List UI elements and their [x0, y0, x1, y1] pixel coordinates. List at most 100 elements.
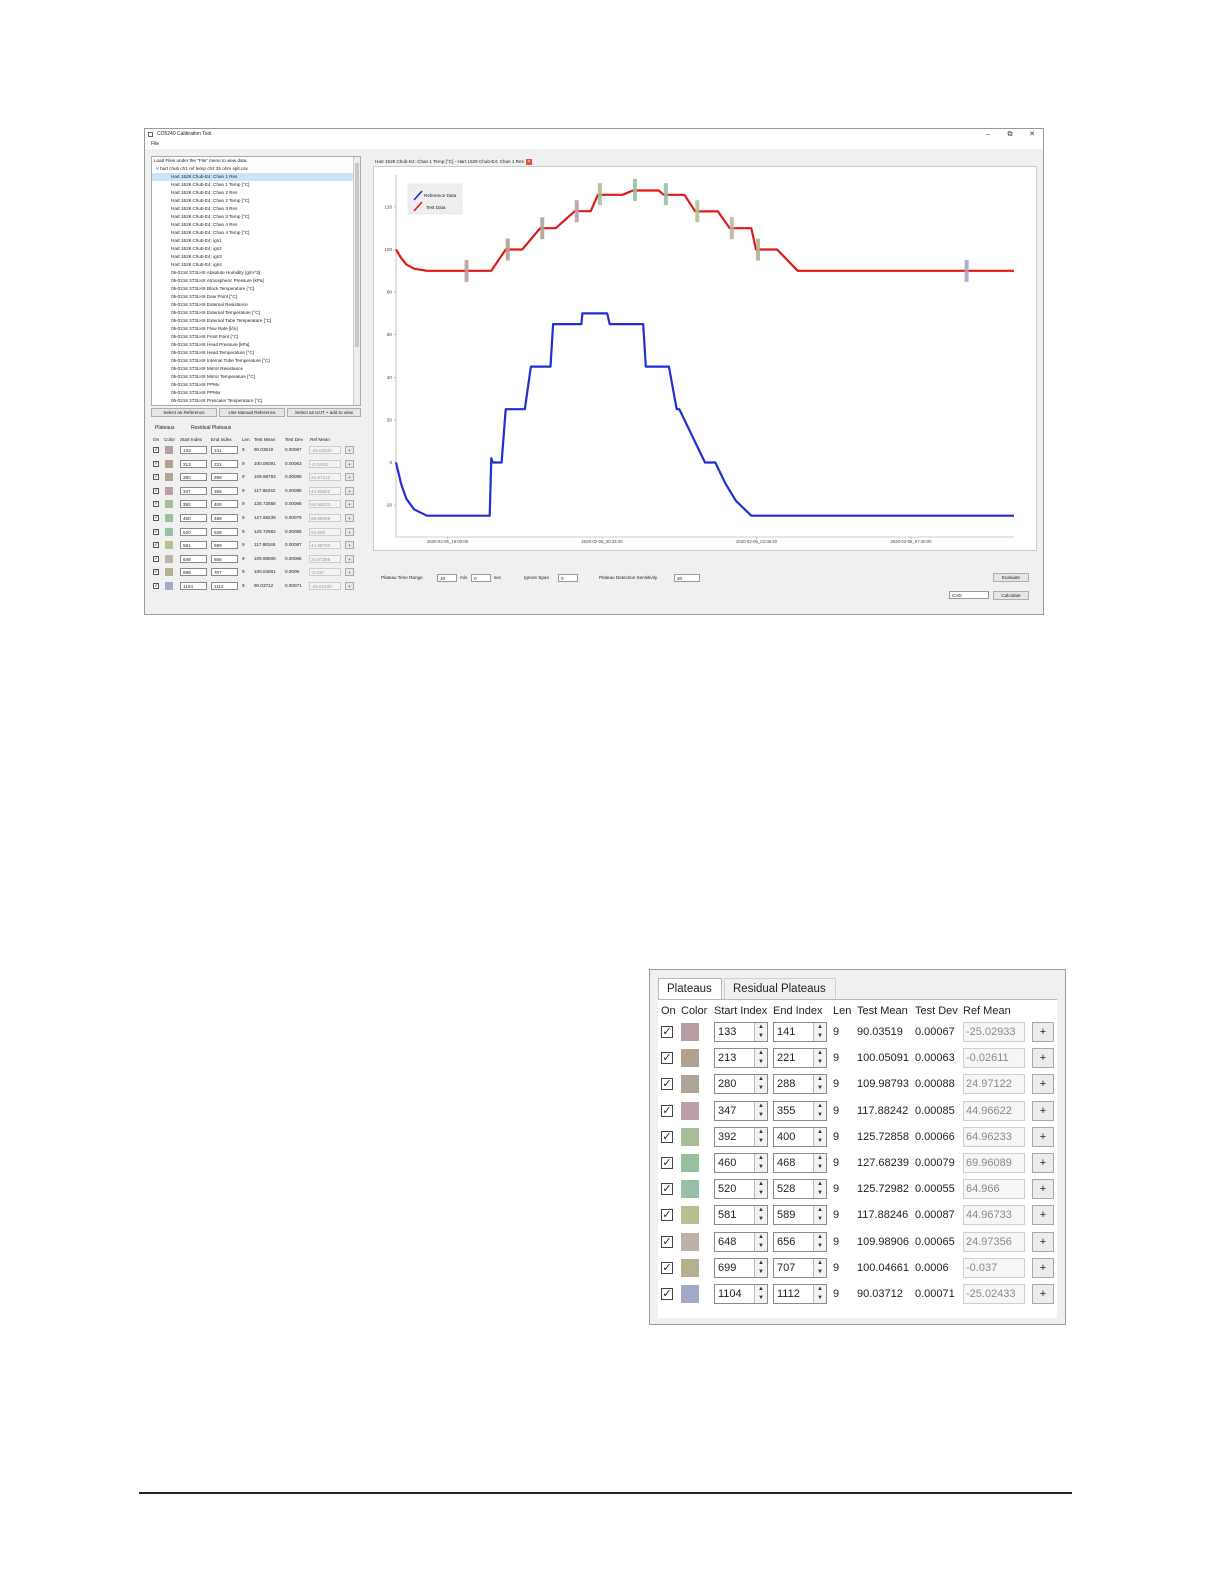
ref-mean-field-small[interactable]: -25.02433 — [309, 582, 341, 590]
add-plateau-button[interactable]: + — [1032, 1074, 1054, 1095]
tree-scrollbar[interactable] — [353, 157, 360, 405]
start-index-spinner[interactable]: 520 ▲ ▼ — [714, 1179, 768, 1200]
ref-mean-field-small[interactable]: 69.96089 — [309, 514, 341, 522]
tree-item[interactable]: Hart 1529 Chub-E4: ign2 — [171, 246, 222, 251]
ref-mean-field[interactable]: 24.97122 — [963, 1074, 1025, 1095]
add-plateau-button-small[interactable]: + — [345, 500, 354, 509]
plateau-checkbox[interactable]: ✓ — [661, 1288, 673, 1300]
tree-item[interactable]: 05-0218 373LHX PPMv — [171, 382, 220, 387]
add-plateau-button[interactable]: + — [1032, 1126, 1054, 1147]
plateau-checkbox[interactable]: ✓ — [661, 1052, 673, 1065]
start-index-spinner[interactable]: 460 ▲ ▼ — [714, 1153, 768, 1173]
add-plateau-button[interactable]: + — [1032, 1257, 1054, 1278]
ref-mean-field-small[interactable]: -0.02611 — [309, 459, 341, 468]
end-index-spinner[interactable]: 221 ▲ ▼ — [773, 1048, 827, 1069]
tree-item[interactable]: 05-0218 373LHX External Temperature [°C] — [171, 310, 260, 315]
ref-mean-field-small[interactable]: 44.96733 — [309, 541, 341, 550]
tree-item[interactable]: Hart 1529 Chub-E4: Chan 4 Temp [°C] — [171, 230, 250, 235]
ref-mean-field-small[interactable]: 44.96622 — [309, 486, 341, 495]
spinner-arrows-icon[interactable]: ▲ ▼ — [754, 1049, 767, 1068]
mode-select[interactable]: CVD — [949, 591, 989, 599]
spinner-arrows-icon[interactable]: ▲ ▼ — [754, 1023, 767, 1041]
end-index-spinner[interactable]: 355 ▲ ▼ — [773, 1100, 827, 1121]
start-index-spinner-small[interactable]: 1104 — [180, 582, 207, 590]
end-index-spinner[interactable]: 468 ▲ ▼ — [773, 1153, 827, 1173]
spinner-arrows-icon[interactable]: ▲ ▼ — [813, 1023, 826, 1041]
plateau-color-swatch[interactable] — [681, 1206, 699, 1225]
select-as-reference-button[interactable]: Select as Reference — [151, 408, 217, 417]
plateau-color-swatch[interactable] — [681, 1075, 699, 1094]
spinner-arrows-icon[interactable]: ▲ ▼ — [813, 1101, 826, 1120]
tree-item[interactable]: Hart 1529 Chub-E4: Chan 1 Res — [152, 173, 360, 181]
spinner-arrows-icon[interactable]: ▲ ▼ — [754, 1285, 767, 1303]
start-index-spinner[interactable]: 213 ▲ ▼ — [714, 1048, 768, 1069]
start-index-spinner[interactable]: 133 ▲ ▼ — [714, 1022, 768, 1042]
close-button[interactable]: ✕ — [1029, 131, 1035, 138]
end-index-spinner[interactable]: 141 ▲ ▼ — [773, 1022, 827, 1042]
tree-item[interactable]: 05-0218 373LHX Mirror Temperature [°C] — [171, 374, 255, 379]
add-plateau-button[interactable]: + — [1032, 1179, 1054, 1200]
end-index-spinner[interactable]: 1112 ▲ ▼ — [773, 1284, 827, 1304]
plot-tab[interactable]: Hart 1529 Chub-E4: Chan 1 Temp [°C] - Ha… — [375, 157, 532, 166]
add-plateau-button-small[interactable]: + — [345, 527, 354, 536]
start-index-spinner-small[interactable]: 520 — [180, 527, 207, 536]
add-plateau-button[interactable]: + — [1032, 1153, 1054, 1173]
ref-mean-field[interactable]: 64.966 — [963, 1179, 1025, 1200]
tab-residual-plateaus-small[interactable]: Residual Plateaus — [191, 425, 232, 431]
end-index-spinner-small[interactable]: 221 — [211, 459, 238, 468]
tree-item[interactable]: Hart 1529 Chub-E4: ign3 — [171, 254, 222, 259]
plateau-color-swatch[interactable] — [681, 1154, 699, 1172]
spinner-arrows-icon[interactable]: ▲ ▼ — [813, 1049, 826, 1068]
spinner-arrows-icon[interactable]: ▲ ▼ — [813, 1232, 826, 1251]
plateau-checkbox-small[interactable]: ✓ — [153, 460, 159, 467]
start-index-spinner[interactable]: 280 ▲ ▼ — [714, 1074, 768, 1095]
start-index-spinner-small[interactable]: 699 — [180, 568, 207, 577]
ref-mean-field[interactable]: 69.96089 — [963, 1153, 1025, 1173]
start-index-spinner-small[interactable]: 280 — [180, 473, 207, 482]
tab-plateaus-small[interactable]: Plateaus — [155, 425, 175, 431]
add-plateau-button[interactable]: + — [1032, 1100, 1054, 1121]
plateau-checkbox-small[interactable]: ✓ — [153, 583, 159, 589]
ref-mean-field-small[interactable]: 64.966 — [309, 527, 341, 536]
end-index-spinner[interactable]: 288 ▲ ▼ — [773, 1074, 827, 1095]
tree-item[interactable]: 05-0218 373LHX Dew Point [°C] — [171, 294, 237, 299]
end-index-spinner[interactable]: 528 ▲ ▼ — [773, 1179, 827, 1200]
plateau-color-swatch[interactable] — [681, 1049, 699, 1068]
plateau-color-swatch[interactable] — [681, 1285, 699, 1303]
start-index-spinner[interactable]: 1104 ▲ ▼ — [714, 1284, 768, 1304]
tree-item[interactable]: 05-0218 373LHX Atmospheric Pressure [kPa… — [171, 278, 264, 283]
ref-mean-field-small[interactable]: -25.02933 — [309, 446, 341, 454]
tree-item[interactable]: 05-0218 373LHX Absolute Humidity [g/m^3] — [171, 270, 260, 275]
spinner-arrows-icon[interactable]: ▲ ▼ — [813, 1127, 826, 1146]
plateau-color-swatch[interactable] — [681, 1023, 699, 1041]
tree-item[interactable]: 05-0218 373LHX External Tube Temperature… — [171, 318, 272, 323]
plateau-checkbox[interactable]: ✓ — [661, 1209, 673, 1222]
spinner-arrows-icon[interactable]: ▲ ▼ — [813, 1075, 826, 1094]
add-plateau-button-small[interactable]: + — [345, 486, 354, 495]
spinner-arrows-icon[interactable]: ▲ ▼ — [813, 1180, 826, 1199]
ref-mean-field-small[interactable]: 24.97122 — [309, 473, 341, 482]
add-plateau-button[interactable]: + — [1032, 1205, 1054, 1226]
tree-item[interactable]: Hart 1529 Chub-E4: Chan 4 Res — [171, 222, 238, 227]
add-plateau-button-small[interactable]: + — [345, 582, 354, 590]
tree-item[interactable]: Hart 1529 Chub-E4: ign4 — [171, 262, 222, 267]
tree-item[interactable]: Hart 1529 Chub-E4: Chan 2 Res — [171, 190, 238, 195]
plateau-checkbox-small[interactable]: ✓ — [153, 542, 159, 549]
tree-item[interactable]: Hart 1529 Chub-E4: ign1 — [171, 238, 222, 243]
ref-mean-field[interactable]: -0.037 — [963, 1257, 1025, 1278]
tree-item[interactable]: 05-0218 373LHX Prescaler Temperature [°C… — [171, 398, 263, 403]
add-plateau-button-small[interactable]: + — [345, 568, 354, 577]
end-index-spinner-small[interactable]: 656 — [211, 554, 238, 563]
end-index-spinner-small[interactable]: 355 — [211, 486, 238, 495]
tree-item[interactable]: 05-0218 373LHX Mirror Resistance — [171, 366, 244, 371]
end-index-spinner-small[interactable]: 528 — [211, 527, 238, 536]
plateau-color-swatch[interactable] — [681, 1127, 699, 1146]
end-index-spinner-small[interactable]: 468 — [211, 514, 238, 522]
use-manual-reference-button[interactable]: Use Manual Reference — [219, 408, 285, 417]
tree-item[interactable]: 05-0218 373LHX Head Pressure [kPa] — [171, 342, 250, 347]
sensitivity-spinner[interactable]: 20 — [674, 574, 700, 582]
plateau-checkbox[interactable]: ✓ — [661, 1078, 673, 1091]
plateau-checkbox[interactable]: ✓ — [661, 1235, 673, 1248]
plateau-checkbox[interactable]: ✓ — [661, 1130, 673, 1143]
time-range-min-spinner[interactable]: 10 — [437, 574, 457, 582]
